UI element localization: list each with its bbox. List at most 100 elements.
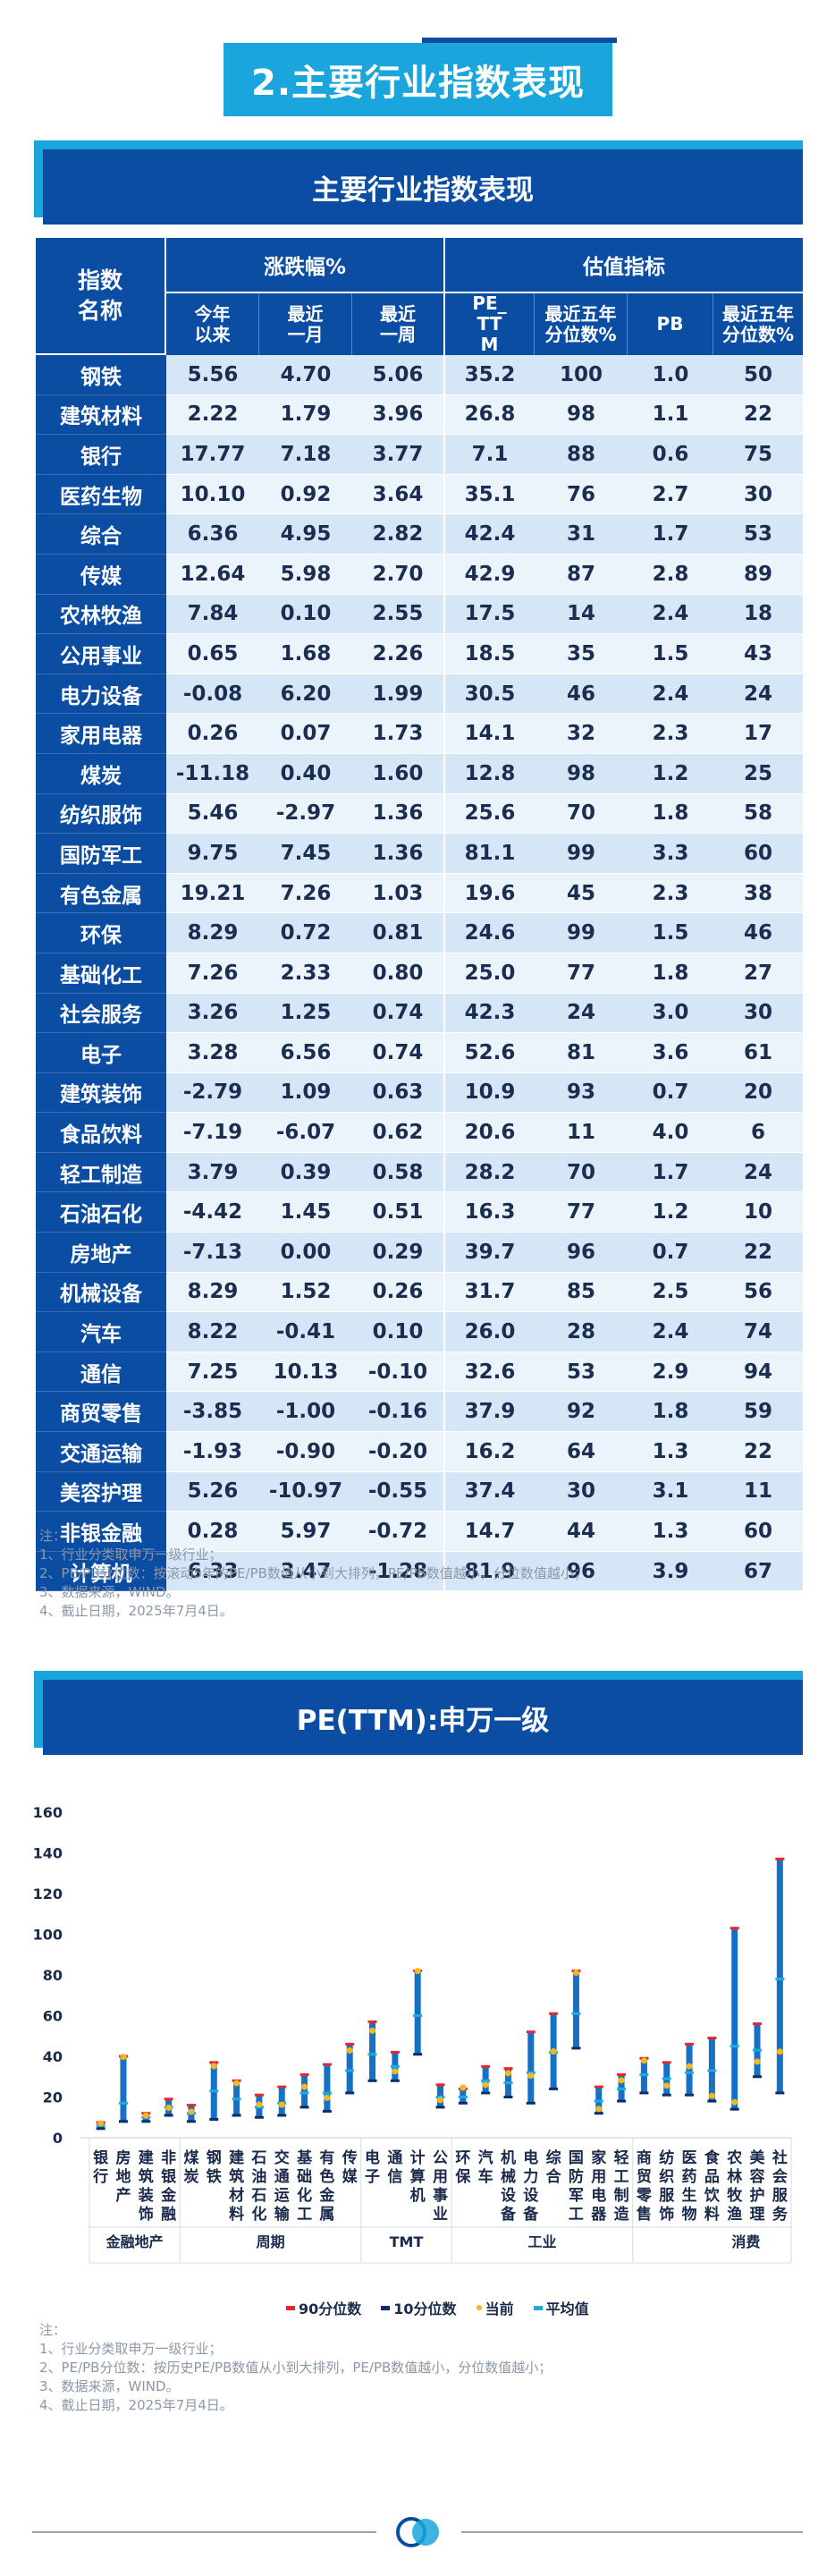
group-label: 金融地产 bbox=[105, 2233, 164, 2250]
value-cell: 22 bbox=[713, 394, 803, 436]
x-tick-label: 钢铁 bbox=[207, 2148, 222, 2186]
value-cell: 24 bbox=[713, 1152, 803, 1193]
value-cell: 31.7 bbox=[445, 1272, 535, 1313]
value-cell: 28 bbox=[535, 1312, 628, 1352]
current-point bbox=[324, 2094, 331, 2101]
current-point bbox=[301, 2083, 308, 2090]
industry-name-cell: 汽车 bbox=[36, 1312, 166, 1352]
value-cell: 2.22 bbox=[166, 394, 259, 436]
value-cell: 1.73 bbox=[352, 714, 445, 754]
table-row: 农林牧渔 7.84 0.10 2.55 17.5 14 2.4 18 bbox=[36, 594, 803, 635]
industry-name-cell: 计算机 bbox=[36, 1551, 166, 1592]
table-row: 医药生物 10.10 0.92 3.64 35.1 76 2.7 30 bbox=[36, 474, 803, 515]
value-cell: 53 bbox=[713, 514, 803, 555]
x-tick-label: 公用事业 bbox=[433, 2149, 448, 2224]
current-point bbox=[120, 2054, 127, 2061]
page-title: 2.主要行业指数表现 bbox=[224, 38, 617, 116]
value-cell: 94 bbox=[713, 1352, 803, 1393]
value-cell: 64 bbox=[535, 1432, 628, 1472]
value-cell: 1.45 bbox=[259, 1192, 352, 1233]
industry-name-cell: 煤炭 bbox=[36, 753, 166, 794]
value-cell: 1.60 bbox=[352, 753, 445, 794]
value-cell: 30 bbox=[713, 993, 803, 1034]
table-section-title: 主要行业指数表现 bbox=[43, 149, 803, 225]
value-cell: 2.33 bbox=[259, 953, 352, 994]
value-cell: -0.20 bbox=[352, 1432, 445, 1472]
value-cell: 39.7 bbox=[445, 1233, 535, 1273]
value-cell: 0.10 bbox=[352, 1312, 445, 1352]
value-cell: 3.64 bbox=[352, 474, 445, 515]
column-header-week: 最近一周 bbox=[352, 293, 445, 355]
current-point bbox=[210, 2063, 217, 2070]
value-cell: 98 bbox=[535, 753, 628, 794]
note-line: 2、PE/PB分位数：按滚动5年的PE/PB数值从小到大排列，PE/PB数值越小… bbox=[39, 1565, 587, 1581]
value-cell: 1.25 bbox=[259, 993, 352, 1034]
value-cell: 46 bbox=[535, 674, 628, 715]
value-cell: 37.9 bbox=[445, 1392, 535, 1433]
current-point bbox=[460, 2084, 467, 2091]
industry-name-cell: 房地产 bbox=[36, 1233, 166, 1273]
value-cell: 70 bbox=[535, 793, 628, 835]
value-cell: 1.8 bbox=[628, 793, 713, 835]
value-cell: 1.68 bbox=[259, 634, 352, 674]
industry-name-cell: 非银金融 bbox=[36, 1512, 166, 1552]
value-cell: 16.2 bbox=[445, 1432, 535, 1472]
value-cell: 61 bbox=[713, 1033, 803, 1073]
value-cell: 4.0 bbox=[628, 1113, 713, 1153]
note-line: 4、截止日期，2025年7月4日。 bbox=[39, 2397, 233, 2413]
value-cell: 6 bbox=[713, 1113, 803, 1153]
value-cell: 0.65 bbox=[166, 634, 259, 674]
value-cell: 0.80 bbox=[352, 953, 445, 994]
value-cell: 14.7 bbox=[445, 1512, 535, 1552]
value-cell: 96 bbox=[535, 1233, 628, 1273]
value-cell: 18.5 bbox=[445, 634, 535, 674]
industry-name-cell: 国防军工 bbox=[36, 834, 166, 874]
value-cell: 22 bbox=[713, 1432, 803, 1472]
x-tick-label: 电子 bbox=[365, 2148, 380, 2186]
note-line: 2、PE/PB分位数：按历史PE/PB数值从小到大排列，PE/PB数值越小，分位… bbox=[39, 2360, 552, 2376]
value-cell: 1.03 bbox=[352, 873, 445, 914]
value-cell: 60 bbox=[713, 834, 803, 874]
footer-divider-left bbox=[32, 2531, 376, 2533]
value-cell: 50 bbox=[713, 355, 803, 395]
value-cell: 0.28 bbox=[166, 1512, 259, 1552]
table-row: 国防军工 9.75 7.45 1.36 81.1 99 3.3 60 bbox=[36, 834, 803, 874]
value-cell: 8.22 bbox=[166, 1312, 259, 1352]
column-group-valuation: 估值指标 bbox=[445, 238, 803, 293]
group-label: TMT bbox=[390, 2233, 424, 2250]
value-cell: 3.9 bbox=[628, 1551, 713, 1592]
value-cell: 0.92 bbox=[259, 474, 352, 515]
x-tick-label: 有色金属 bbox=[318, 2148, 335, 2224]
value-cell: 0.7 bbox=[628, 1072, 713, 1114]
value-cell: 20 bbox=[713, 1072, 803, 1114]
x-tick-label: 纺织服饰 bbox=[659, 2148, 675, 2224]
note-line: 1、行业分类取申万一级行业； bbox=[39, 1546, 223, 1563]
table-section-header: 主要行业指数表现 bbox=[34, 140, 803, 225]
value-cell: 17.77 bbox=[166, 435, 259, 475]
value-cell: 1.3 bbox=[628, 1432, 713, 1472]
table-row: 通信 7.25 10.13 -0.10 32.6 53 2.9 94 bbox=[36, 1352, 803, 1393]
value-cell: 6.33 bbox=[166, 1551, 259, 1592]
value-cell: 56 bbox=[713, 1272, 803, 1313]
table-row: 房地产 -7.13 0.00 0.29 39.7 96 0.7 22 bbox=[36, 1233, 803, 1273]
value-cell: 9.75 bbox=[166, 834, 259, 874]
value-cell: 19.6 bbox=[445, 873, 535, 914]
value-cell: 0.7 bbox=[628, 1233, 713, 1273]
value-cell: 0.62 bbox=[352, 1113, 445, 1153]
value-cell: 0.74 bbox=[352, 993, 445, 1034]
value-cell: 2.70 bbox=[352, 554, 445, 595]
industry-name-cell: 通信 bbox=[36, 1352, 166, 1393]
table-row: 汽车 8.22 -0.41 0.10 26.0 28 2.4 74 bbox=[36, 1312, 803, 1352]
chart-section-header: PE(TTM):申万一级 bbox=[34, 1671, 803, 1755]
current-point bbox=[595, 2106, 603, 2113]
value-cell: 1.36 bbox=[352, 834, 445, 874]
current-point bbox=[686, 2063, 693, 2070]
table-row: 非银金融 0.28 5.97 -0.72 14.7 44 1.3 60 bbox=[36, 1512, 803, 1552]
industry-name-cell: 有色金属 bbox=[36, 873, 166, 914]
value-cell: 17 bbox=[713, 714, 803, 754]
x-tick-label: 美容护理 bbox=[750, 2148, 766, 2224]
table-row: 机械设备 8.29 1.52 0.26 31.7 85 2.5 56 bbox=[36, 1272, 803, 1313]
value-cell: 0.6 bbox=[628, 435, 713, 475]
value-cell: 2.3 bbox=[628, 873, 713, 914]
x-tick-label: 环保 bbox=[454, 2149, 471, 2186]
